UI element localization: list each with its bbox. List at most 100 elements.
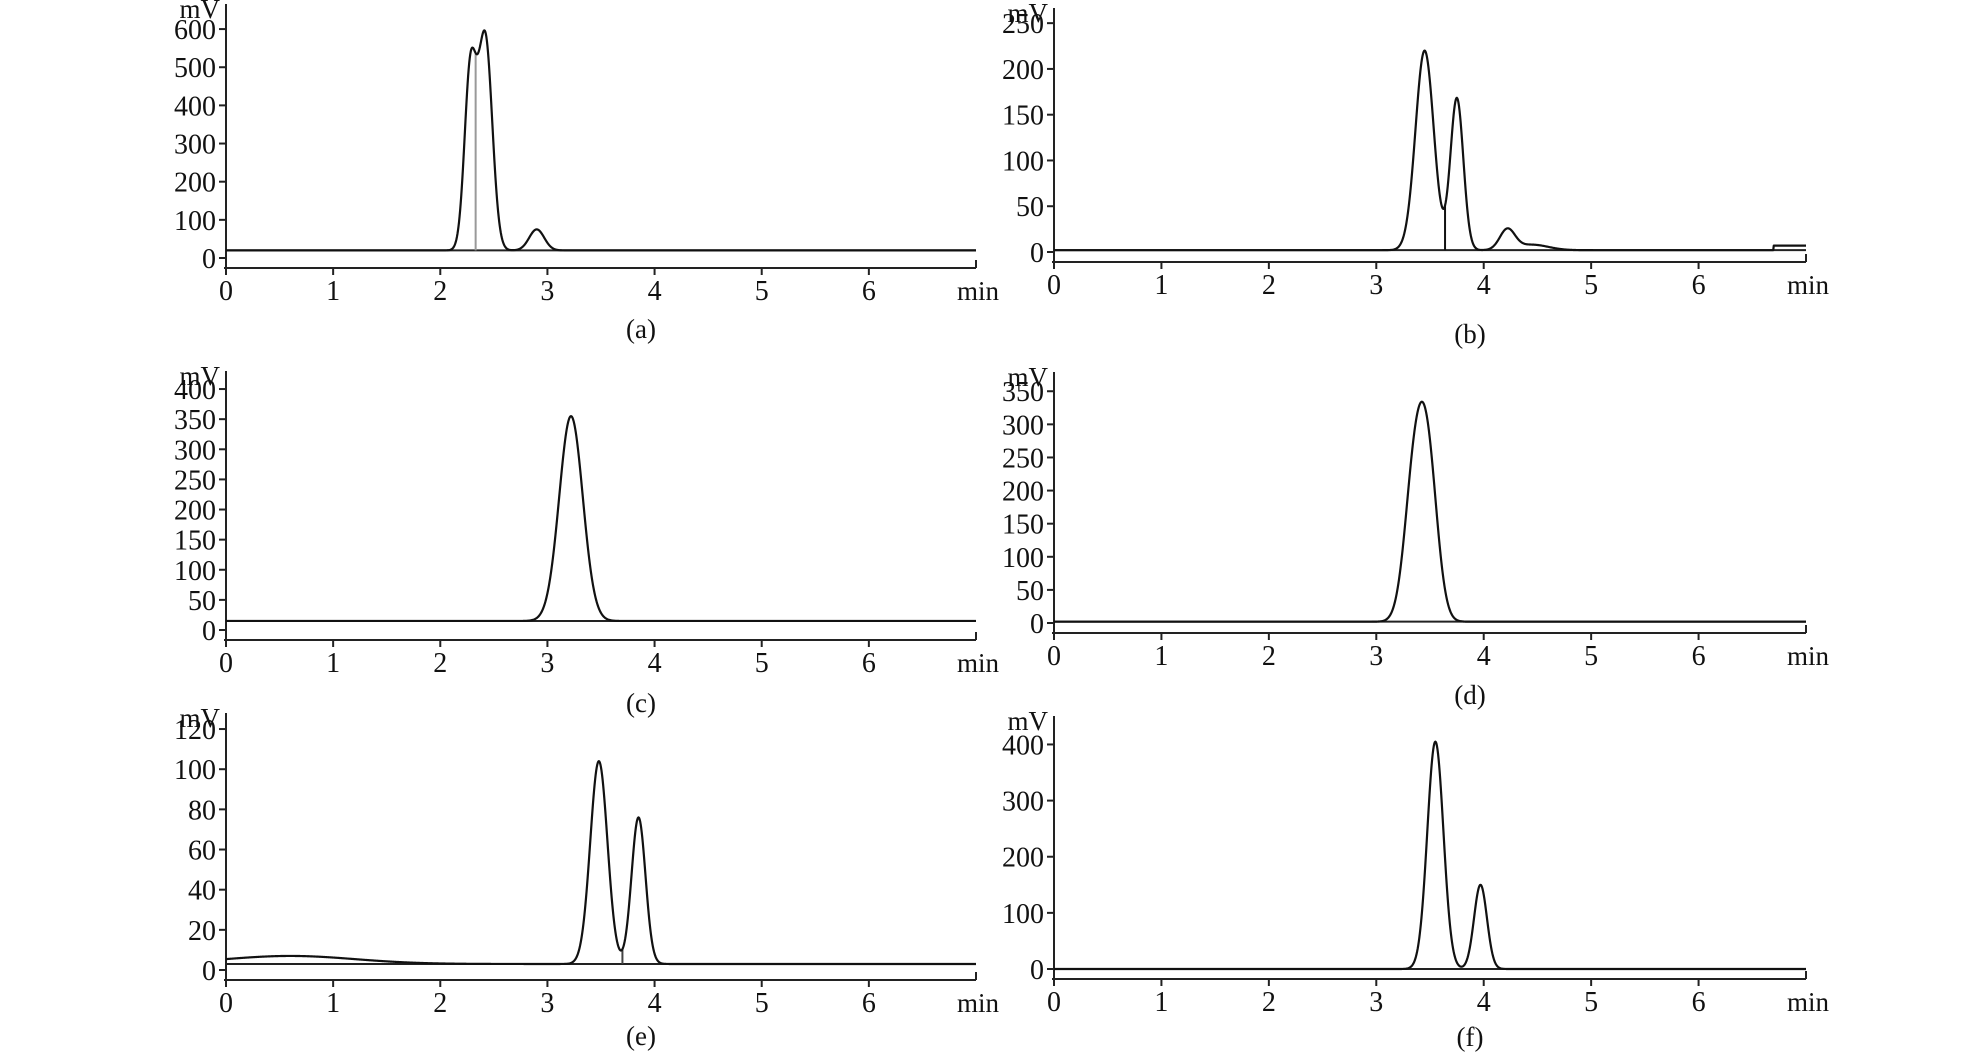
y-tick-label: 0	[1030, 955, 1044, 986]
x-tick-label: 4	[648, 276, 662, 307]
y-tick-label: 400	[1002, 730, 1044, 761]
chromatogram-trace	[1053, 49, 1807, 252]
y-tick-label: 600	[174, 15, 216, 46]
x-tick-label: 2	[1262, 987, 1276, 1018]
y-tick-label: 300	[174, 130, 216, 161]
y-tick-label: 500	[174, 53, 216, 84]
chromatogram-trace	[225, 760, 977, 966]
y-tick-label: 200	[1002, 843, 1044, 874]
y-tick-label: 100	[1002, 146, 1044, 177]
x-axis-label: min	[957, 648, 1000, 678]
x-tick-label: 1	[1154, 987, 1168, 1018]
panel-caption: (b)	[1454, 319, 1485, 349]
x-tick-label: 5	[1584, 641, 1598, 672]
y-tick-label: 20	[188, 916, 216, 947]
x-tick-label: 4	[1477, 987, 1491, 1018]
x-axis-label: min	[1787, 270, 1830, 300]
y-tick-label: 40	[188, 876, 216, 907]
y-tick-label: 50	[1016, 576, 1044, 607]
x-tick-label: 2	[433, 648, 447, 679]
y-tick-label: 350	[1002, 377, 1044, 408]
y-tick-label: 200	[1002, 55, 1044, 86]
x-tick-label: 6	[1692, 641, 1706, 672]
y-tick-label: 100	[174, 206, 216, 237]
x-tick-label: 1	[1154, 641, 1168, 672]
y-tick-label: 250	[1002, 443, 1044, 474]
y-tick-label: 120	[174, 715, 216, 746]
y-tick-label: 50	[188, 586, 216, 617]
y-tick-label: 100	[1002, 543, 1044, 574]
x-tick-label: 0	[1047, 270, 1061, 301]
x-tick-label: 4	[1477, 270, 1491, 301]
y-axis-label: mV	[1008, 362, 1049, 392]
x-tick-label: 4	[648, 988, 662, 1019]
x-tick-label: 2	[1262, 641, 1276, 672]
x-tick-label: 1	[326, 648, 340, 679]
y-tick-label: 250	[1002, 9, 1044, 40]
y-tick-label: 0	[1030, 238, 1044, 269]
x-tick-label: 1	[326, 988, 340, 1019]
x-tick-label: 0	[1047, 641, 1061, 672]
y-tick-label: 0	[1030, 609, 1044, 640]
x-axis-label: min	[957, 988, 1000, 1018]
y-axis-label: mV	[1008, 0, 1049, 28]
y-axis-label: mV	[180, 361, 221, 391]
y-tick-label: 100	[174, 755, 216, 786]
y-tick-label: 150	[174, 526, 216, 557]
x-tick-label: 3	[540, 648, 554, 679]
x-tick-label: 6	[862, 276, 876, 307]
x-tick-label: 0	[219, 648, 233, 679]
x-axis-label: min	[1787, 987, 1830, 1017]
panel-caption: (f)	[1457, 1022, 1484, 1052]
x-tick-label: 6	[862, 648, 876, 679]
y-tick-label: 100	[1002, 899, 1044, 930]
y-tick-label: 50	[1016, 192, 1044, 223]
x-tick-label: 0	[219, 276, 233, 307]
x-tick-label: 6	[862, 988, 876, 1019]
x-tick-label: 1	[326, 276, 340, 307]
y-tick-label: 0	[202, 616, 216, 647]
chromatogram-trace	[225, 29, 977, 252]
x-tick-label: 2	[1262, 270, 1276, 301]
y-tick-label: 350	[174, 405, 216, 436]
x-tick-label: 3	[1369, 641, 1383, 672]
panel-caption: (c)	[626, 688, 656, 718]
y-tick-label: 60	[188, 836, 216, 867]
chromatogram-trace	[1053, 400, 1807, 623]
x-tick-label: 2	[433, 276, 447, 307]
panel-caption: (a)	[626, 314, 656, 344]
y-tick-label: 100	[174, 556, 216, 587]
x-axis-label: min	[1787, 641, 1830, 671]
x-tick-label: 3	[1369, 987, 1383, 1018]
y-tick-label: 0	[202, 956, 216, 987]
y-axis-label: mV	[180, 703, 221, 733]
x-axis-label: min	[957, 276, 1000, 306]
x-tick-label: 5	[755, 988, 769, 1019]
x-tick-label: 1	[1154, 270, 1168, 301]
x-tick-label: 5	[1584, 987, 1598, 1018]
y-tick-label: 0	[202, 244, 216, 275]
y-tick-label: 150	[1002, 510, 1044, 541]
x-tick-label: 0	[219, 988, 233, 1019]
x-tick-label: 0	[1047, 987, 1061, 1018]
x-tick-label: 5	[755, 276, 769, 307]
y-tick-label: 200	[1002, 477, 1044, 508]
y-tick-label: 300	[1002, 410, 1044, 441]
x-tick-label: 4	[648, 648, 662, 679]
x-tick-label: 6	[1692, 987, 1706, 1018]
chromatogram-trace	[225, 415, 977, 623]
x-tick-label: 5	[1584, 270, 1598, 301]
y-axis-label: mV	[1008, 706, 1049, 736]
x-tick-label: 3	[1369, 270, 1383, 301]
y-tick-label: 200	[174, 168, 216, 199]
x-tick-label: 4	[1477, 641, 1491, 672]
x-tick-label: 6	[1692, 270, 1706, 301]
y-tick-label: 150	[1002, 101, 1044, 132]
